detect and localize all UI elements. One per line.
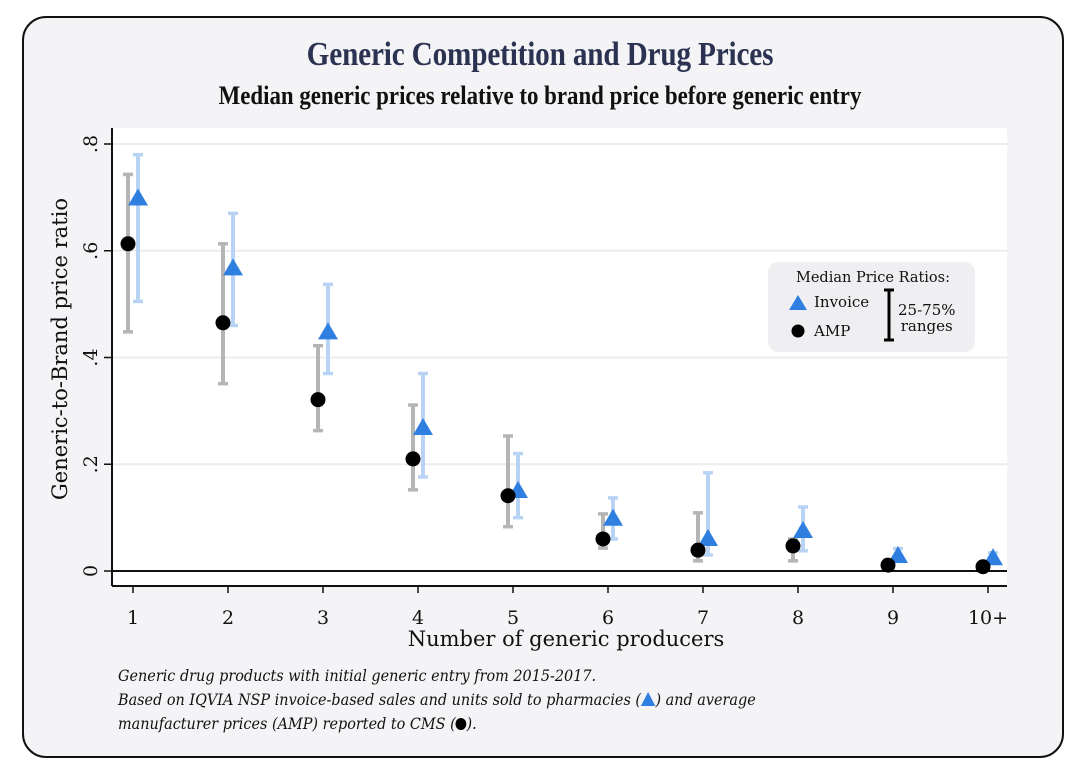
amp-median-point: [405, 451, 421, 467]
note-line-3-pre: manufacturer prices (AMP) reported to CM…: [118, 714, 456, 733]
legend-range-line2: ranges: [900, 317, 953, 335]
y-axis: 0 .2 .4 .6 .8: [80, 128, 1007, 586]
amp-median-point: [310, 392, 326, 408]
amp-median-point: [690, 542, 706, 558]
amp-range-bar: [218, 242, 228, 386]
legend-amp-label: AMP: [814, 322, 851, 340]
legend-invoice-label: Invoice: [814, 293, 870, 311]
legend-range-line1: 25-75%: [898, 301, 956, 319]
data-marks: [120, 152, 1003, 575]
y-tick-label: .4: [80, 348, 102, 366]
y-tick-label: .6: [80, 242, 102, 260]
chart-subtitle: Median generic prices relative to brand …: [218, 81, 862, 110]
note-line-2-post: ) and average: [655, 690, 756, 709]
x-tick-label: 10+: [968, 607, 1008, 629]
invoice-median-point: [603, 508, 623, 526]
invoice-median-point: [793, 520, 813, 538]
invoice-median-point: [223, 258, 243, 276]
invoice-median-point: [888, 546, 908, 564]
legend-invoice-triangle-icon: [789, 295, 807, 310]
amp-dot-icon: [455, 718, 467, 730]
chart-title: Generic Competition and Drug Prices: [306, 36, 774, 73]
note-line-3: manufacturer prices (AMP) reported to CM…: [118, 712, 838, 736]
note-line-2: Based on IQVIA NSP invoice-based sales a…: [118, 688, 838, 712]
invoice-median-point: [318, 322, 338, 340]
grid-lines: [112, 143, 1007, 466]
x-tick-label: 6: [602, 607, 614, 629]
x-tick-label: 4: [412, 607, 424, 629]
x-tick-label: 9: [887, 607, 899, 629]
x-tick-label: 5: [507, 607, 519, 629]
amp-median-point: [880, 557, 896, 573]
invoice-range-bar: [133, 152, 143, 304]
amp-median-point: [975, 559, 991, 575]
note-line-2-pre: Based on IQVIA NSP invoice-based sales a…: [118, 690, 642, 709]
x-axis-title: Number of generic producers: [408, 627, 725, 651]
amp-median-point: [215, 315, 231, 331]
amp-range-bar: [123, 172, 133, 334]
chart-notes: Generic drug products with initial gener…: [118, 664, 838, 736]
x-tick-label: 1: [127, 607, 139, 629]
amp-median-point: [595, 531, 611, 547]
x-axis: 1 2 3 4 5 6 7 8 9 10+: [112, 585, 1008, 629]
x-tick-label: 8: [792, 607, 804, 629]
y-tick-label: .2: [80, 455, 102, 473]
legend-amp-dot-icon: [791, 324, 805, 338]
amp-range-bar: [503, 434, 513, 529]
note-line-3-post: ).: [466, 714, 477, 733]
x-tick-label: 2: [222, 607, 234, 629]
invoice-median-point: [698, 528, 718, 546]
legend: Median Price Ratios: Invoice AMP 25-75% …: [768, 262, 975, 352]
invoice-triangle-icon: [641, 692, 656, 706]
invoice-median-point: [983, 548, 1003, 566]
invoice-median-point: [128, 188, 148, 206]
invoice-median-point: [413, 417, 433, 435]
amp-range-bar: [313, 344, 323, 433]
legend-range-label: 25-75% ranges: [898, 302, 956, 334]
legend-title: Median Price Ratios:: [796, 270, 950, 286]
x-tick-label: 3: [317, 607, 329, 629]
note-line-1: Generic drug products with initial gener…: [118, 666, 597, 685]
amp-median-point: [120, 236, 136, 252]
amp-range-bar: [408, 403, 418, 492]
amp-median-point: [500, 488, 516, 504]
y-tick-label: 0: [80, 565, 102, 577]
amp-median-point: [785, 538, 801, 554]
legend-range-bar-icon: [884, 288, 894, 342]
y-tick-label: .8: [80, 135, 102, 153]
y-axis-title: Generic-to-Brand price ratio: [48, 198, 72, 500]
x-tick-label: 7: [697, 607, 709, 629]
